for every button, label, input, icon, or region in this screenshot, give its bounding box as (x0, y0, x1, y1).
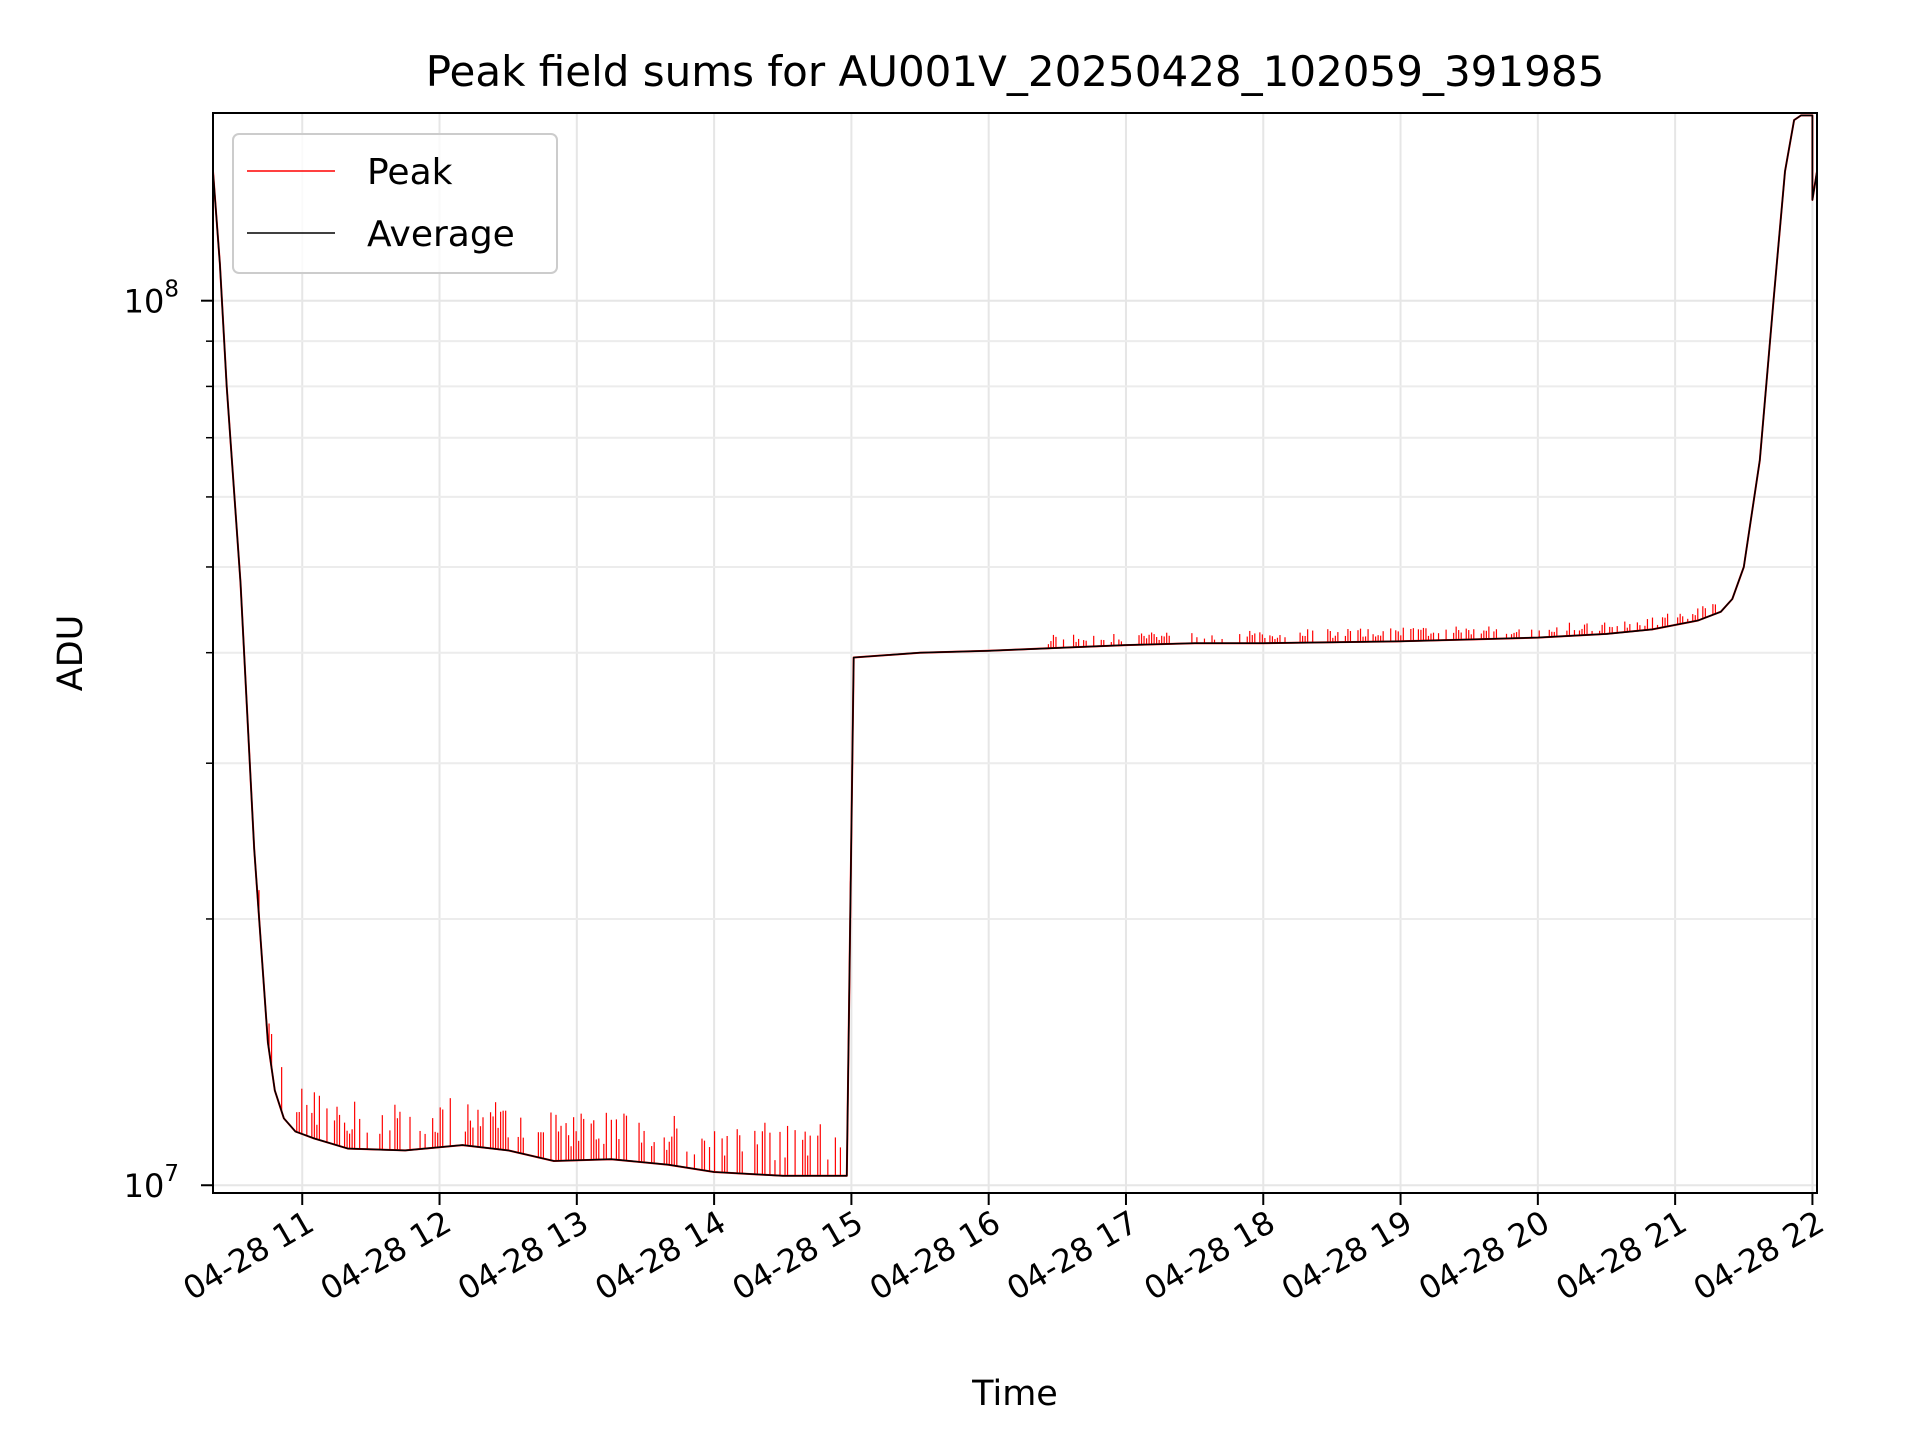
y-axis-label: ADU (51, 615, 91, 692)
legend-label-average: Average (367, 214, 515, 255)
grid (213, 113, 1817, 1193)
series-lines (213, 114, 1817, 1177)
chart-title: Peak field sums for AU001V_20250428_1020… (426, 47, 1605, 96)
legend-label-peak: Peak (367, 152, 453, 193)
x-axis-label: Time (971, 1374, 1058, 1414)
legend-box (232, 133, 558, 274)
y-tick-exponent: 8 (164, 277, 179, 303)
y-tick-exponent: 7 (164, 1161, 179, 1187)
series-line-average (213, 114, 1817, 1177)
legend: Peak Average (232, 133, 558, 274)
